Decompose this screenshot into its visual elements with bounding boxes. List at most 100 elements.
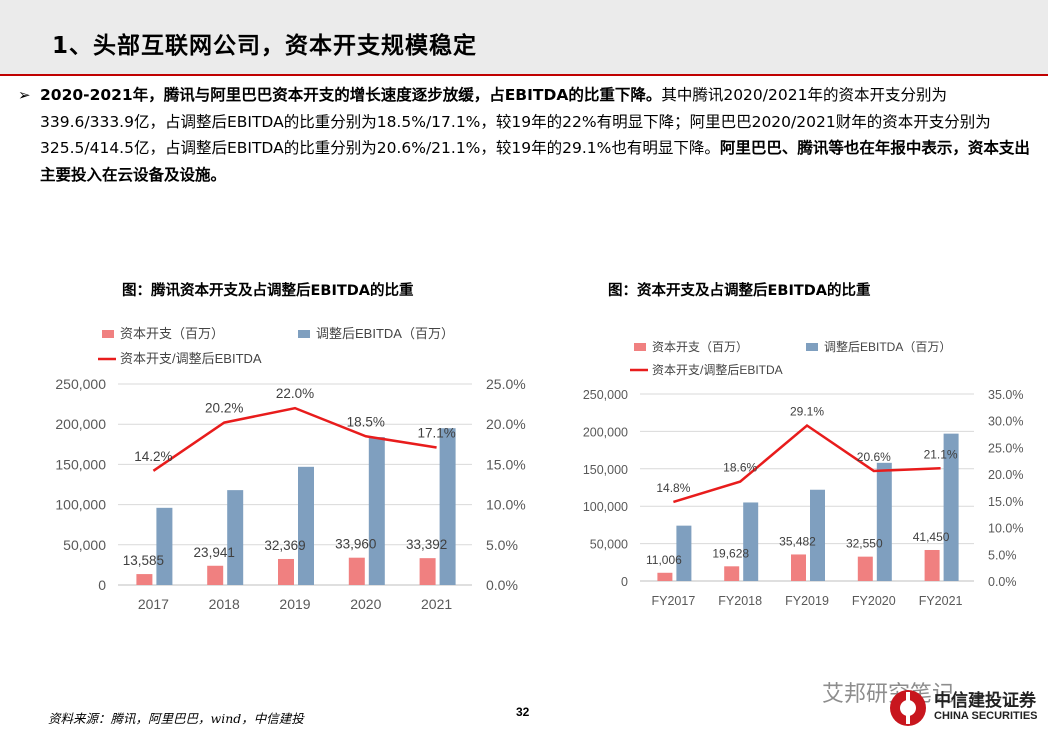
- bar-capex: [207, 565, 224, 585]
- bar-ebitda: [676, 525, 692, 581]
- ratio-data-label: 18.5%: [347, 414, 385, 429]
- y2-axis-tick-label: 25.0%: [486, 376, 526, 392]
- bar-ebitda: [368, 437, 385, 585]
- y2-axis-tick-label: 0.0%: [486, 577, 518, 593]
- summary-bold-2: 阿里巴巴、腾讯等也在年报中表示，资本支出主要投入在云设备及设施。: [40, 139, 1030, 184]
- ratio-data-label: 17.1%: [417, 426, 455, 441]
- y-axis-tick-label: 100,000: [55, 497, 106, 513]
- y-axis-tick-label: 0: [621, 575, 628, 589]
- ratio-data-label: 20.6%: [857, 450, 891, 464]
- ratio-line: [673, 423, 941, 504]
- legend-ratio-label: 资本开支/调整后EBITDA: [652, 362, 783, 377]
- x-axis-tick-label: FY2021: [919, 594, 963, 608]
- chart-alibaba-capex: 资本开支（百万） 调整后EBITDA（百万） 资本开支/调整后EBITDA 0 50,0…: [583, 339, 1024, 608]
- bullet-arrow-icon: ➢: [18, 86, 31, 104]
- bar-ebitda: [876, 462, 892, 581]
- legend-capex-swatch: [102, 330, 114, 338]
- x-axis-tick-label: 2020: [350, 596, 381, 612]
- y2-axis-tick-label: 0.0%: [988, 575, 1017, 589]
- capex-data-label: 33,960: [335, 537, 376, 552]
- legend-ebitda-label: 调整后EBITDA（百万）: [316, 326, 454, 341]
- x-axis-tick-label: 2018: [209, 596, 240, 612]
- chart-tencent-capex: 资本开支（百万） 调整后EBITDA（百万） 资本开支/调整后EBITDA 0 50,0…: [55, 326, 526, 612]
- y-axis-tick-label: 0: [98, 577, 106, 593]
- capex-data-label: 11,006: [646, 553, 682, 567]
- summary-normal-1: 其中腾讯2020/2021年的资本开支分别为339.6/333.9亿，占调整后E…: [40, 86, 991, 157]
- x-axis-tick-label: FY2019: [785, 594, 829, 608]
- page-title: 1、头部互联网公司，资本开支规模稳定: [52, 33, 478, 59]
- bar-capex: [857, 556, 873, 581]
- legend-ratio-label: 资本开支/调整后EBITDA: [120, 351, 262, 366]
- bar-ebitda: [943, 433, 959, 581]
- y-axis-tick-label: 100,000: [583, 500, 628, 514]
- capex-data-label: 33,392: [406, 537, 447, 552]
- y2-axis-tick-label: 25.0%: [988, 441, 1023, 455]
- bar-ebitda: [298, 466, 314, 585]
- legend-capex-label: 资本开支（百万）: [120, 326, 224, 341]
- bar-ebitda: [156, 507, 173, 585]
- chart-1-title: 图：腾讯资本开支及占调整后EBITDA的比重: [122, 283, 414, 299]
- bar-ebitda: [439, 428, 456, 585]
- ratio-data-label: 14.8%: [656, 481, 690, 495]
- ratio-data-label: 18.6%: [723, 461, 757, 475]
- bar-capex: [278, 558, 294, 585]
- y2-axis-tick-label: 5.0%: [486, 537, 518, 553]
- bar-ebitda: [810, 489, 825, 581]
- brand-name-en: CHINA SECURITIES: [934, 710, 1038, 722]
- summary-bold-1: 2020-2021年，腾讯与阿里巴巴资本开支的增长速度逐步放缓，占EBITDA的…: [40, 86, 662, 104]
- bar-capex: [136, 574, 153, 585]
- x-axis-tick-label: FY2017: [652, 594, 696, 608]
- ratio-data-label: 21.1%: [924, 447, 958, 461]
- ratio-data-label: 29.1%: [790, 405, 824, 419]
- x-axis-tick-label: FY2020: [852, 594, 896, 608]
- y-axis-tick-label: 50,000: [590, 538, 628, 552]
- x-axis-tick-label: 2019: [279, 596, 310, 612]
- y2-axis-tick-label: 30.0%: [988, 415, 1023, 429]
- legend-ebitda-swatch: [806, 343, 818, 351]
- capex-data-label: 13,585: [123, 553, 164, 568]
- bar-capex: [348, 557, 365, 585]
- capex-data-label: 35,482: [779, 534, 816, 548]
- y-axis-tick-label: 200,000: [55, 416, 106, 432]
- summary-paragraph: 2020-2021年，腾讯与阿里巴巴资本开支的增长速度逐步放缓，占EBITDA的…: [40, 82, 1030, 188]
- x-axis-tick-label: 2021: [421, 596, 452, 612]
- bar-capex: [791, 554, 806, 581]
- legend-ebitda-label: 调整后EBITDA（百万）: [824, 339, 951, 354]
- y2-axis-tick-label: 10.0%: [988, 522, 1023, 536]
- y2-axis-tick-label: 15.0%: [486, 456, 526, 472]
- title-bar: [0, 0, 1048, 74]
- chart-2-title: 图：资本开支及占调整后EBITDA的比重: [608, 283, 871, 299]
- y2-axis-tick-label: 20.0%: [486, 416, 526, 432]
- legend-capex-label: 资本开支（百万）: [652, 340, 748, 354]
- y2-axis-tick-label: 35.0%: [988, 388, 1023, 402]
- watermark-text: 艾邦研究笔记: [822, 682, 955, 707]
- y2-axis-tick-label: 20.0%: [988, 468, 1023, 482]
- bar-ebitda: [227, 490, 244, 585]
- page-number: 32: [516, 705, 530, 719]
- y-axis-tick-label: 150,000: [55, 456, 106, 472]
- y-axis-tick-label: 200,000: [583, 425, 628, 439]
- legend-ebitda-swatch: [298, 330, 310, 338]
- x-axis-tick-label: FY2018: [718, 594, 762, 608]
- y-axis-tick-label: 50,000: [63, 537, 106, 553]
- ratio-data-label: 20.2%: [205, 401, 243, 416]
- y2-axis-tick-label: 5.0%: [988, 548, 1017, 562]
- x-axis-tick-label: 2017: [138, 596, 169, 612]
- legend-capex-swatch: [634, 343, 646, 351]
- capex-data-label: 32,369: [264, 538, 305, 553]
- ratio-data-label: 22.0%: [276, 386, 314, 401]
- capex-data-label: 23,941: [194, 545, 235, 560]
- y-axis-tick-label: 250,000: [55, 376, 106, 392]
- y-axis-tick-label: 250,000: [583, 388, 628, 402]
- brand-emblem-icon: [890, 690, 926, 726]
- capex-data-label: 32,550: [846, 537, 883, 551]
- bar-capex: [924, 549, 940, 581]
- ratio-line: [152, 406, 437, 472]
- capex-data-label: 19,628: [712, 546, 749, 560]
- bar-capex: [724, 566, 740, 581]
- footer-source: 资料来源：腾讯，阿里巴巴，wind，中信建投: [48, 711, 304, 726]
- brand-logo: 中信建投证券 CHINA SECURITIES: [888, 688, 1038, 732]
- y2-axis-tick-label: 15.0%: [988, 495, 1023, 509]
- brand-name-cn: 中信建投证券: [934, 691, 1036, 711]
- y2-axis-tick-label: 10.0%: [486, 497, 526, 513]
